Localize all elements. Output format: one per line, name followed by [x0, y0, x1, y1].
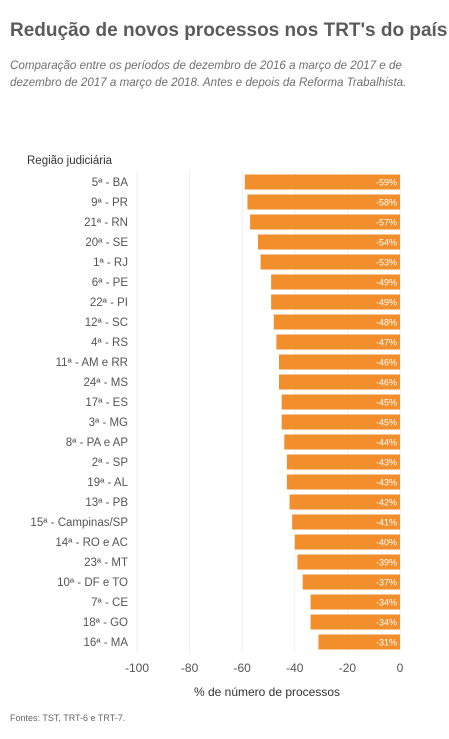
category-label: 10ª - DF e TO [57, 577, 128, 589]
bar [276, 334, 400, 350]
bar [318, 634, 400, 650]
bar-value-label: -42% [376, 498, 397, 508]
bar-value-label: -34% [376, 598, 397, 608]
bar-value-label: -46% [376, 358, 397, 368]
bar-value-label: -49% [376, 298, 397, 308]
category-label: 2ª - SP [92, 457, 129, 469]
bar [292, 514, 400, 530]
bar [302, 574, 400, 590]
category-label: 16ª - MA [83, 637, 128, 649]
category-axis-title: Região judiciária [27, 155, 113, 167]
bar-value-label: -54% [376, 238, 397, 248]
bars: 5ª - BA -59% 9ª - PR -58% 21ª - RN -57% 20ª - … [30, 174, 400, 650]
category-label: 12ª - SC [85, 317, 128, 329]
category-label: 15ª - Campinas/SP [30, 517, 128, 529]
bar [273, 314, 400, 330]
bar [244, 174, 400, 190]
bar [281, 394, 400, 410]
category-label: 14ª - RO e AC [55, 537, 128, 549]
x-tick-label: -100 [125, 661, 149, 675]
category-label: 11ª - AM e RR [56, 357, 128, 369]
chart-subtitle: Comparação entre os períodos de dezembro… [10, 59, 407, 89]
category-label: 8ª - PA e AP [66, 437, 129, 449]
category-label: 1ª - RJ [93, 257, 128, 269]
bar-value-label: -44% [376, 438, 397, 448]
x-tick-label: 0 [397, 661, 404, 675]
bar [281, 414, 400, 430]
bar [260, 254, 400, 270]
bar-value-label: -45% [376, 398, 397, 408]
bar-value-label: -58% [376, 198, 397, 208]
category-label: 20ª - SE [85, 237, 128, 249]
category-label: 7ª - CE [91, 597, 128, 609]
category-label: 23ª - MT [84, 557, 128, 569]
category-label: 13ª - PB [85, 497, 128, 509]
chart-title: Redução de novos processos nos TRT's do … [10, 20, 448, 41]
bar [247, 194, 400, 210]
bar-value-label: -40% [376, 538, 397, 548]
x-tick-label: -60 [234, 661, 252, 675]
x-tick-label: -20 [339, 661, 357, 675]
bar [289, 494, 400, 510]
bar-value-label: -57% [376, 218, 397, 228]
category-label: 21ª - RN [84, 217, 128, 229]
bar-value-label: -48% [376, 318, 397, 328]
bar-value-label: -47% [376, 338, 397, 348]
bar-value-label: -45% [376, 418, 397, 428]
category-label: 5ª - BA [92, 177, 129, 189]
bar-value-label: -46% [376, 378, 397, 388]
gridlines [136, 172, 401, 652]
category-label: 4ª - RS [91, 337, 128, 349]
x-axis: -100 -80 -60 -40 -20 0 [125, 661, 404, 675]
bar-value-label: -41% [376, 518, 397, 528]
bar [310, 594, 400, 610]
category-label: 3ª - MG [89, 417, 128, 429]
category-label: 6ª - PE [92, 277, 129, 289]
category-label: 17ª - ES [85, 397, 128, 409]
bar-value-label: -34% [376, 618, 397, 628]
bar [279, 354, 400, 370]
bar [294, 534, 400, 550]
bar-value-label: -39% [376, 558, 397, 568]
x-axis-title: % de número de processos [194, 685, 340, 699]
category-label: 18ª - GO [83, 617, 128, 629]
source-note: Fontes: TST, TRT-6 e TRT-7. [10, 713, 126, 723]
category-label: 9ª - PR [91, 197, 128, 209]
bar-value-label: -49% [376, 278, 397, 288]
bar [286, 454, 400, 470]
category-label: 19ª - AL [87, 477, 128, 489]
x-tick-label: -80 [181, 661, 199, 675]
bar-value-label: -37% [376, 578, 397, 588]
bar-value-label: -59% [376, 178, 397, 188]
x-tick-label: -40 [286, 661, 304, 675]
bar-value-label: -43% [376, 458, 397, 468]
bar [297, 554, 400, 570]
bar [310, 614, 400, 630]
bar-value-label: -31% [376, 638, 397, 648]
bar-value-label: -43% [376, 478, 397, 488]
category-label: 24ª - MS [83, 377, 128, 389]
bar [279, 374, 400, 390]
bar [286, 474, 400, 490]
bar [284, 434, 400, 450]
bar [257, 234, 400, 250]
category-label: 22ª - PI [90, 297, 128, 309]
bar [271, 274, 400, 290]
bar [250, 214, 400, 230]
bar-value-label: -53% [376, 258, 397, 268]
bar [271, 294, 400, 310]
